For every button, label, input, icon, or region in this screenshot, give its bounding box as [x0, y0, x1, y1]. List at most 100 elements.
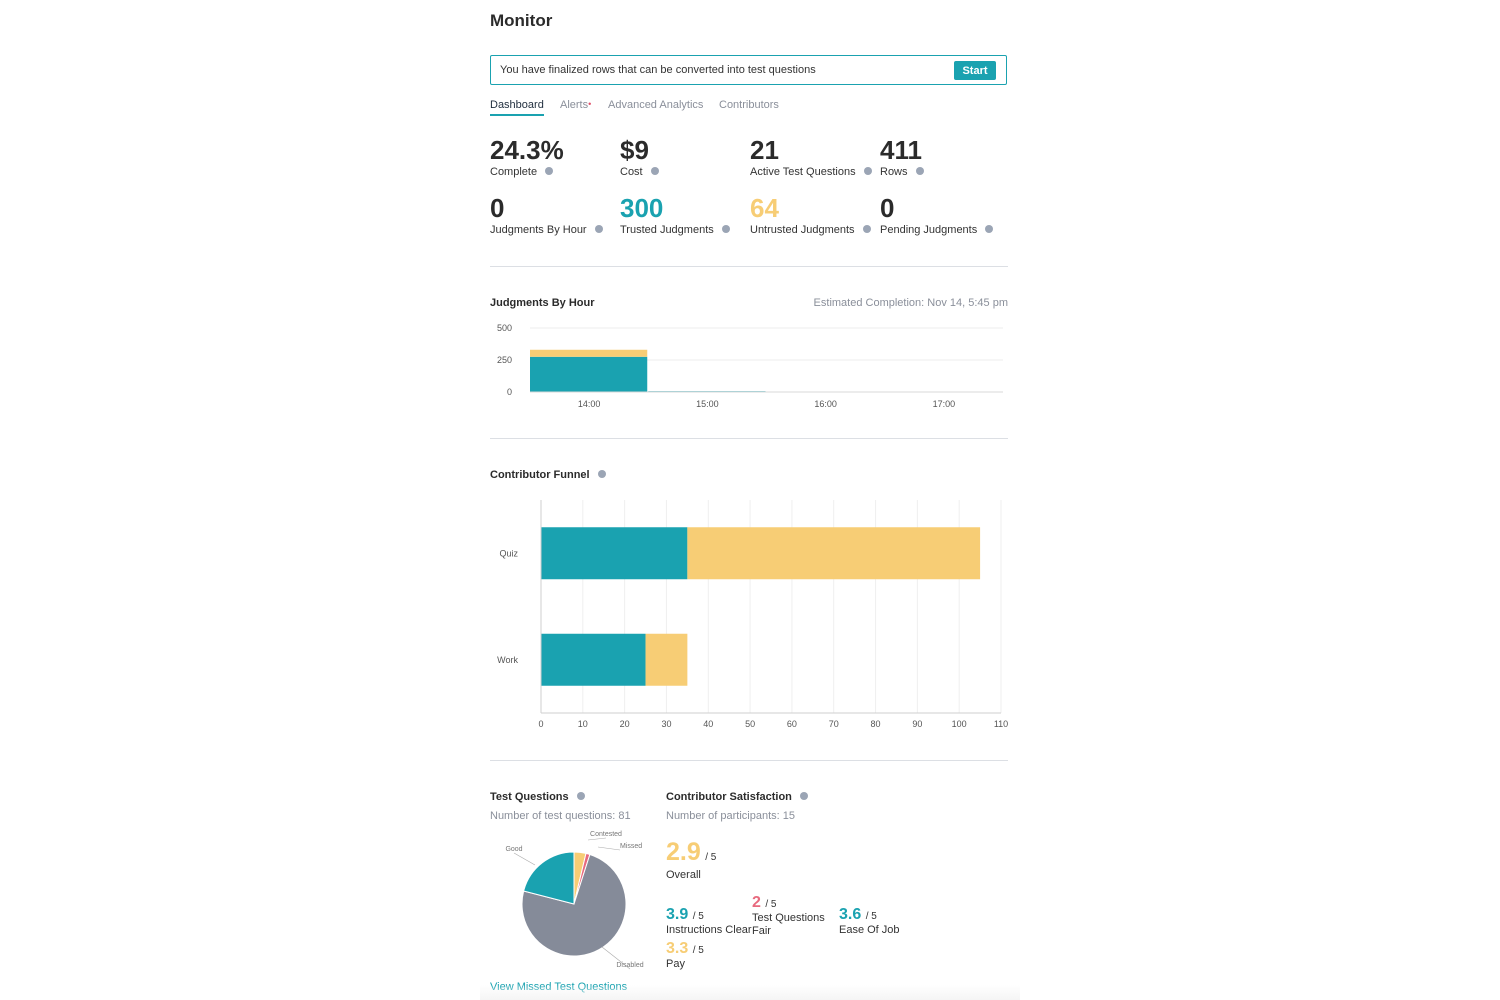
rating-value: 3.3	[666, 940, 689, 957]
rating-test-questions-fair: 2 / 5 Test Questions Fair	[752, 894, 832, 938]
rating-label: Instructions Clear	[666, 924, 752, 936]
judgments-chart-title: Judgments By Hour	[490, 297, 595, 309]
contributor-funnel-chart: 0 10 20 30 40 50 60 70 80 90 100 110 Quiz Work	[497, 500, 1008, 729]
x-tick-label: 15:00	[696, 399, 719, 409]
stat-card: 411 Rows	[880, 135, 924, 178]
x-tick-label: 50	[745, 719, 755, 729]
rating-value: 3.6	[839, 906, 862, 923]
stat-label: Trusted Judgments	[620, 224, 730, 236]
rating-overall: 2.9 / 5 Overall	[666, 838, 716, 881]
stat-label: Judgments By Hour	[490, 224, 603, 236]
x-tick-label: 100	[952, 719, 967, 729]
divider	[490, 438, 1008, 439]
stat-card: $9 Cost	[620, 135, 659, 178]
y-category-label: Work	[497, 655, 518, 665]
test-questions-title: Test Questions	[490, 791, 585, 803]
stat-value: 300	[620, 193, 664, 223]
x-tick-label: 70	[829, 719, 839, 729]
divider	[490, 760, 1008, 761]
stat-card: 0 Pending Judgments	[880, 193, 994, 236]
divider	[490, 266, 1008, 267]
stat-label-text: Active Test Questions	[750, 166, 856, 178]
bar-untrusted	[687, 527, 981, 580]
info-icon[interactable]	[862, 225, 871, 234]
rating-value: 2	[752, 894, 761, 911]
info-icon[interactable]	[594, 225, 603, 234]
bar-trusted	[530, 356, 648, 392]
estimate-label: Estimated Completion:	[813, 297, 925, 309]
stat-value: 24.3%	[490, 135, 564, 165]
info-icon[interactable]	[545, 167, 554, 176]
info-icon[interactable]	[863, 167, 872, 176]
rating-ease-of-job: 3.6 / 5 Ease Of Job	[839, 906, 900, 936]
x-tick-label: 17:00	[933, 399, 956, 409]
rating-label: Overall	[666, 869, 701, 881]
stat-card: 21 Active Test Questions	[750, 135, 872, 178]
tab-label: Dashboard	[490, 99, 544, 111]
monitor-panel: Monitor You have finalized rows that can…	[480, 0, 1020, 1000]
info-icon[interactable]	[576, 792, 585, 801]
stat-label-text: Cost	[620, 166, 643, 178]
x-tick-label: 90	[912, 719, 922, 729]
rating-label: Pay	[666, 958, 685, 970]
test-questions-title-text: Test Questions	[490, 791, 569, 803]
info-icon[interactable]	[799, 792, 808, 801]
participants-count: Number of participants: 15	[666, 810, 796, 822]
funnel-title-text: Contributor Funnel	[490, 469, 590, 481]
stat-value: 0	[490, 193, 505, 223]
tab-dashboard[interactable]: Dashboard	[490, 99, 544, 116]
tab-advanced-analytics[interactable]: Advanced Analytics	[608, 99, 703, 111]
stat-label: Rows	[880, 166, 924, 178]
rating-denominator: / 5	[865, 911, 877, 922]
satisfaction-title-text: Contributor Satisfaction	[666, 791, 792, 803]
x-tick-label: 20	[620, 719, 630, 729]
rating-value: 2.9	[666, 838, 701, 866]
info-icon[interactable]	[597, 470, 606, 479]
x-tick-label: 30	[661, 719, 671, 729]
test-questions-count: Number of test questions: 81	[490, 810, 631, 822]
satisfaction-title: Contributor Satisfaction	[666, 791, 808, 803]
rating-label: Test Questions Fair	[752, 912, 825, 937]
bar-untrusted	[530, 349, 648, 357]
pie-leader-line	[587, 837, 607, 841]
stat-label: Pending Judgments	[880, 224, 994, 236]
page-title: Monitor	[490, 11, 553, 30]
stat-label-text: Rows	[880, 166, 908, 178]
x-tick-label: 16:00	[814, 399, 837, 409]
tab-alerts[interactable]: Alerts•	[560, 99, 591, 111]
pie-label: Missed	[620, 843, 642, 850]
x-tick-label: 10	[578, 719, 588, 729]
conversion-banner: You have finalized rows that can be conv…	[490, 55, 1007, 85]
rating-instructions: 3.9 / 5 Instructions Clear	[666, 906, 752, 936]
scroll-fade	[480, 985, 1020, 1000]
pie-slice	[521, 853, 627, 957]
stat-label: Untrusted Judgments	[750, 224, 871, 236]
judgments-by-hour-chart: 0 250 500 14:00 15:00 16:00 17:00	[497, 323, 1003, 409]
rating-denominator: / 5	[692, 911, 704, 922]
tab-contributors[interactable]: Contributors	[719, 99, 779, 111]
info-icon[interactable]	[985, 225, 994, 234]
stat-card: 0 Judgments By Hour	[490, 193, 603, 236]
alert-badge: •	[588, 99, 592, 109]
info-icon[interactable]	[650, 167, 659, 176]
y-category-label: Quiz	[499, 548, 518, 558]
rating-denominator: / 5	[765, 899, 777, 910]
x-tick-label: 60	[787, 719, 797, 729]
bar-trusted	[541, 633, 646, 686]
y-tick-label: 250	[497, 355, 512, 365]
banner-message: You have finalized rows that can be conv…	[500, 64, 816, 76]
start-button[interactable]: Start	[954, 61, 996, 80]
y-tick-label: 500	[497, 323, 512, 333]
bar-trusted	[541, 527, 688, 580]
info-icon[interactable]	[721, 225, 730, 234]
test-questions-pie-chart: Contested Missed Disabled Good	[505, 831, 644, 970]
rating-pay: 3.3 / 5 Pay	[666, 940, 704, 970]
stat-value: 411	[880, 135, 922, 165]
rating-value: 3.9	[666, 906, 689, 923]
tab-label: Alerts	[560, 99, 589, 111]
info-icon[interactable]	[915, 167, 924, 176]
x-tick-label: 14:00	[578, 399, 601, 409]
stat-value: $9	[620, 135, 649, 165]
x-tick-label: 80	[871, 719, 881, 729]
bar-untrusted	[645, 633, 688, 686]
